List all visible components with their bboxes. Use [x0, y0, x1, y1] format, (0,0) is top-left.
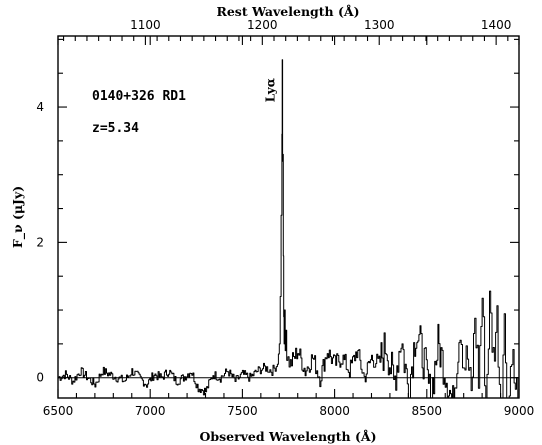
- object-name-annotation: 0140+326 RD1: [92, 89, 186, 104]
- bottom-axis-title: Observed Wavelength (Å): [199, 429, 376, 444]
- y-tick-label: 0: [36, 371, 44, 385]
- bottom-axis-ticks: 6500 7000 7500 8000 8500 9000: [43, 36, 535, 418]
- x-tick-label: 7000: [135, 404, 166, 418]
- lyman-alpha-label: Lyα: [264, 78, 278, 102]
- x2-tick-label: 1400: [481, 18, 512, 32]
- left-axis-title: F_ν (μJy): [10, 186, 26, 248]
- top-axis-title: Rest Wavelength (Å): [216, 4, 359, 19]
- x2-tick-label: 1300: [364, 18, 395, 32]
- y-tick-label: 4: [36, 100, 44, 114]
- x2-tick-label: 1100: [130, 18, 161, 32]
- x2-tick-label: 1200: [247, 18, 278, 32]
- spectrum-line: [58, 59, 520, 399]
- y-tick-label: 2: [36, 235, 44, 249]
- x-tick-label: 7500: [227, 404, 258, 418]
- plot-frame: [57, 35, 520, 399]
- x-tick-label: 9000: [504, 404, 535, 418]
- x-tick-label: 8500: [412, 404, 443, 418]
- x-tick-label: 6500: [43, 404, 74, 418]
- x-tick-label: 8000: [319, 404, 350, 418]
- top-axis-ticks: 1100 1200 1300 1400: [63, 18, 512, 45]
- redshift-annotation: z=5.34: [92, 121, 139, 136]
